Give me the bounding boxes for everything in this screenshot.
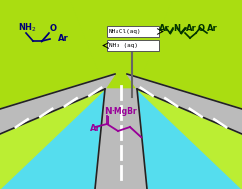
Text: Ar: Ar	[58, 34, 69, 43]
Text: NH$_2$: NH$_2$	[18, 22, 37, 35]
Polygon shape	[0, 0, 105, 129]
Bar	[107, 40, 159, 51]
Text: N: N	[173, 24, 180, 33]
Polygon shape	[0, 74, 115, 134]
Polygon shape	[127, 74, 242, 134]
Polygon shape	[137, 0, 242, 129]
Bar	[107, 26, 159, 37]
Polygon shape	[0, 89, 105, 189]
Text: Ar: Ar	[90, 124, 101, 133]
Text: Ar: Ar	[207, 24, 218, 33]
Text: NH₄Cl(aq): NH₄Cl(aq)	[109, 29, 142, 34]
Text: NH₃ (aq): NH₃ (aq)	[109, 43, 138, 48]
Polygon shape	[70, 0, 172, 89]
Polygon shape	[95, 89, 147, 189]
Text: O: O	[50, 24, 57, 33]
Text: N: N	[104, 107, 112, 116]
Text: Ar: Ar	[159, 24, 170, 33]
Text: ·MgBr: ·MgBr	[111, 107, 137, 116]
Polygon shape	[137, 89, 242, 189]
Text: Ar: Ar	[186, 24, 197, 33]
Text: O: O	[198, 24, 205, 33]
